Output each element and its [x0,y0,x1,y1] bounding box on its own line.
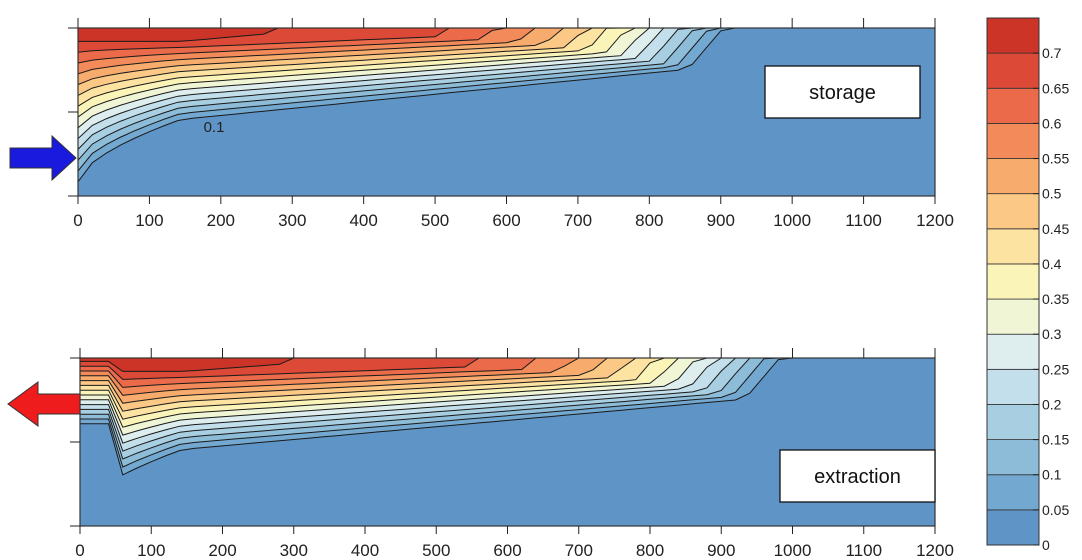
extraction-x-tick-label: 500 [422,541,450,560]
colorbar-tick-label: 0.55 [1042,151,1069,167]
colorbar-swatch [986,439,1040,476]
colorbar-swatch [986,333,1040,370]
colorbar-swatch [986,123,1040,159]
colorbar-tick-label: 0.2 [1042,396,1062,412]
storage-x-tick-label: 300 [278,211,306,230]
colorbar-swatch [986,298,1040,335]
colorbar-swatch [986,228,1040,265]
extraction-x-tick-label: 0 [75,541,84,560]
storage-x-tick-label: 700 [564,211,592,230]
extraction-arrow-icon [7,381,81,427]
colorbar-swatch [986,404,1040,441]
extraction-label-text: extraction [814,466,901,488]
colorbar-tick-label: 0.35 [1042,291,1069,307]
colorbar-swatch [986,474,1040,511]
storage-x-tick-label: 500 [421,211,449,230]
colorbar-tick-label: 0.1 [1042,467,1062,483]
storage-x-tick-label: 0 [73,211,82,230]
storage-x-tick-label: 1000 [773,211,811,230]
storage-x-tick-label: 1100 [845,211,882,230]
colorbar-tick-label: 0.25 [1042,361,1069,377]
injection-arrow-icon [9,134,77,182]
storage-x-tick-label: 600 [492,211,520,230]
extraction-x-tick-label: 1200 [916,541,954,560]
extraction-x-tick-label: 800 [636,541,664,560]
extraction-x-tick-label: 900 [707,541,735,560]
colorbar-tick-label: 0.6 [1042,115,1062,131]
colorbar-tick-label: 0.4 [1042,256,1062,272]
extraction-x-tick-label: 400 [351,541,379,560]
extraction-x-tick-label: 1000 [774,541,812,560]
storage-x-tick-label: 100 [135,211,163,230]
storage-x-tick-label: 800 [635,211,663,230]
colorbar-tick-label: 0.15 [1042,432,1069,448]
colorbar-tick-label: 0.65 [1042,80,1069,96]
colorbar-swatch [986,158,1040,195]
storage-label-box [764,65,921,119]
colorbar-frame [986,17,1040,546]
colorbar-tick-label: 0.05 [1042,502,1069,518]
colorbar-tick-label: 0.5 [1042,186,1062,202]
colorbar-swatch [986,263,1040,300]
extraction-x-tick-label: 600 [493,541,521,560]
storage-x-tick-label: 200 [207,211,235,230]
colorbar-tick-label: 0.3 [1042,326,1062,342]
storage-x-tick-label: 1200 [916,211,954,230]
extraction-x-tick-label: 100 [137,541,165,560]
colorbar: 0 0.05 0.1 0.15 0.2 0.25 0.3 0.35 0.4 0.45 0.5 0.55… [986,17,1069,553]
extraction-x-tick-label: 1100 [845,541,882,560]
extraction-panel: 0 100 200 300 400 500 600 700 800 900 1000 1100 1200… [7,348,954,560]
extraction-x-tick-label: 700 [565,541,593,560]
colorbar-swatch [986,193,1040,230]
storage-x-tick-label: 400 [349,211,377,230]
colorbar-tick-label: 0.7 [1042,45,1062,61]
colorbar-tick-label: 0 [1042,537,1050,553]
storage-panel: 0 100 200 300 400 500 600 700 800 900 1000 1100 1200… [9,18,954,230]
colorbar-swatch [986,509,1040,546]
storage-x-tick-label: 900 [707,211,735,230]
colorbar-tick-label: 0.45 [1042,221,1069,237]
colorbar-swatch [986,368,1040,405]
storage-label-text: storage [809,82,876,104]
colorbar-swatch [986,17,1040,54]
extraction-label-box [779,449,936,503]
colorbar-swatch [986,87,1040,124]
extraction-x-tick-label: 300 [280,541,308,560]
colorbar-swatch [986,52,1040,89]
extraction-x-tick-label: 200 [208,541,236,560]
storage-contour-label: 0.1 [204,119,225,136]
